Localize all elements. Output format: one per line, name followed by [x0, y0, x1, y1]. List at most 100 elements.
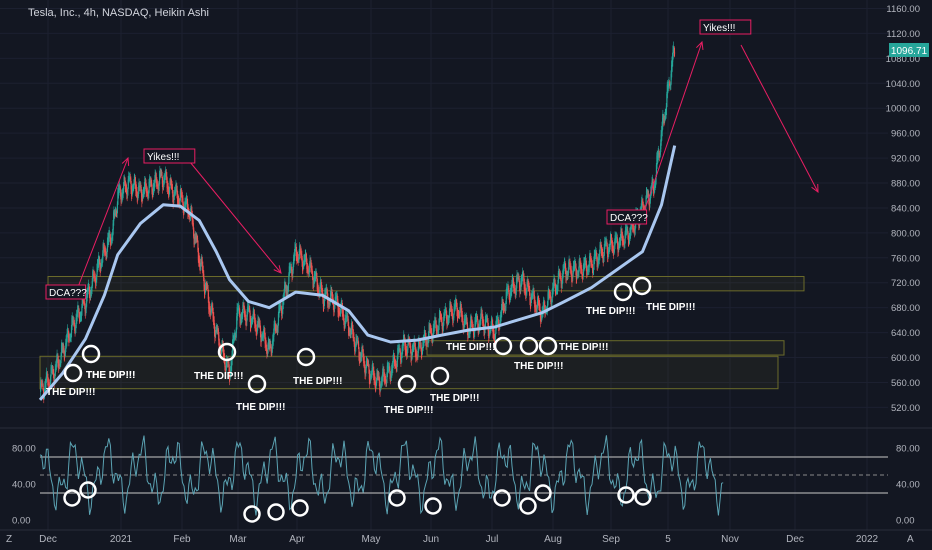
candle-body [215, 330, 217, 335]
candle-body [284, 285, 285, 298]
candle-body [86, 296, 87, 309]
candle-body [378, 375, 380, 377]
footer-left-letter: Z [6, 534, 12, 545]
candle-body [199, 260, 200, 266]
annotation-arrow [643, 41, 703, 213]
candle-body [656, 154, 658, 165]
candle-body [537, 296, 539, 304]
candle-body [398, 349, 400, 351]
candle-body [331, 294, 333, 300]
candle-body [177, 199, 179, 202]
candle-body [474, 330, 475, 335]
candle-body [206, 285, 208, 287]
candle-body [214, 325, 216, 339]
candle-body [258, 320, 259, 324]
candle-body [425, 337, 427, 347]
candle-body [349, 332, 351, 335]
candle-body [444, 314, 445, 318]
time-tick-label: Feb [173, 534, 191, 545]
candle-body [386, 365, 388, 379]
candle-body [190, 206, 192, 213]
candle-body [304, 258, 306, 261]
candle-body [525, 291, 527, 297]
candle-body [60, 363, 61, 366]
candle-body [630, 227, 632, 234]
candle-body [237, 308, 238, 316]
candle-body [209, 308, 211, 313]
candle-body [564, 263, 566, 271]
candle-body [403, 337, 405, 339]
candle-body [609, 244, 611, 250]
candle-body [540, 312, 542, 324]
candle-body [409, 341, 410, 344]
candle-body [396, 357, 398, 367]
candle-body [414, 342, 416, 343]
candle-body [487, 318, 488, 322]
candle-body [58, 363, 60, 366]
candle-body [389, 366, 390, 371]
candle-body [329, 303, 330, 305]
candle-body [596, 255, 598, 267]
candle-body [481, 309, 482, 316]
candle-body [560, 275, 561, 278]
candle-body [570, 267, 572, 272]
candle-body [559, 275, 561, 277]
candle-body [251, 320, 253, 324]
candle-body [599, 253, 600, 260]
candle-body [494, 337, 496, 344]
candle-body [417, 348, 419, 358]
candle-body [260, 334, 262, 344]
dip-label: THE DIP!!! [514, 361, 563, 372]
candle-body [209, 306, 210, 311]
candle-body [348, 331, 350, 335]
candle-body [306, 256, 308, 270]
candle-body [119, 184, 120, 190]
candle-body [557, 283, 559, 290]
candle-body [115, 212, 117, 214]
candle-body [272, 339, 273, 349]
candle-body [421, 350, 423, 354]
candle-body [611, 238, 613, 247]
candle-body [339, 312, 341, 315]
candle-body [499, 319, 501, 327]
candle-body [658, 150, 659, 156]
candle-body [479, 324, 480, 328]
candle-body [620, 227, 622, 236]
candle-body [523, 273, 524, 282]
candle-body [278, 306, 280, 314]
candle-body [443, 313, 445, 322]
candle-body [130, 178, 132, 190]
candle-body [418, 339, 419, 354]
candle-body [227, 362, 228, 363]
candle-body [68, 331, 69, 339]
candle-body [171, 185, 173, 189]
candle-body [591, 264, 593, 271]
candle-body [573, 264, 575, 268]
candle-body [158, 187, 159, 191]
candle-body [510, 289, 512, 296]
candle-body [524, 283, 525, 291]
candle-body [303, 259, 305, 266]
candle-body [296, 251, 298, 260]
candle-body [434, 321, 435, 328]
candle-body [399, 348, 400, 350]
candle-body [590, 257, 591, 258]
candle-body [528, 285, 530, 288]
candle-body [216, 329, 218, 331]
candle-body [394, 363, 396, 366]
candle-body [244, 313, 246, 317]
candle-body [615, 238, 617, 240]
candle-body [422, 340, 424, 348]
candle-body [578, 260, 580, 273]
candle-body [157, 184, 158, 186]
candle-body [66, 338, 67, 345]
candle-body [493, 333, 495, 341]
candle-body [143, 191, 145, 195]
candle-body [427, 342, 428, 344]
candle-body [429, 327, 431, 329]
candle-body [484, 318, 486, 330]
candle-body [160, 173, 162, 175]
candle-body [143, 186, 145, 193]
candle-body [247, 307, 249, 312]
